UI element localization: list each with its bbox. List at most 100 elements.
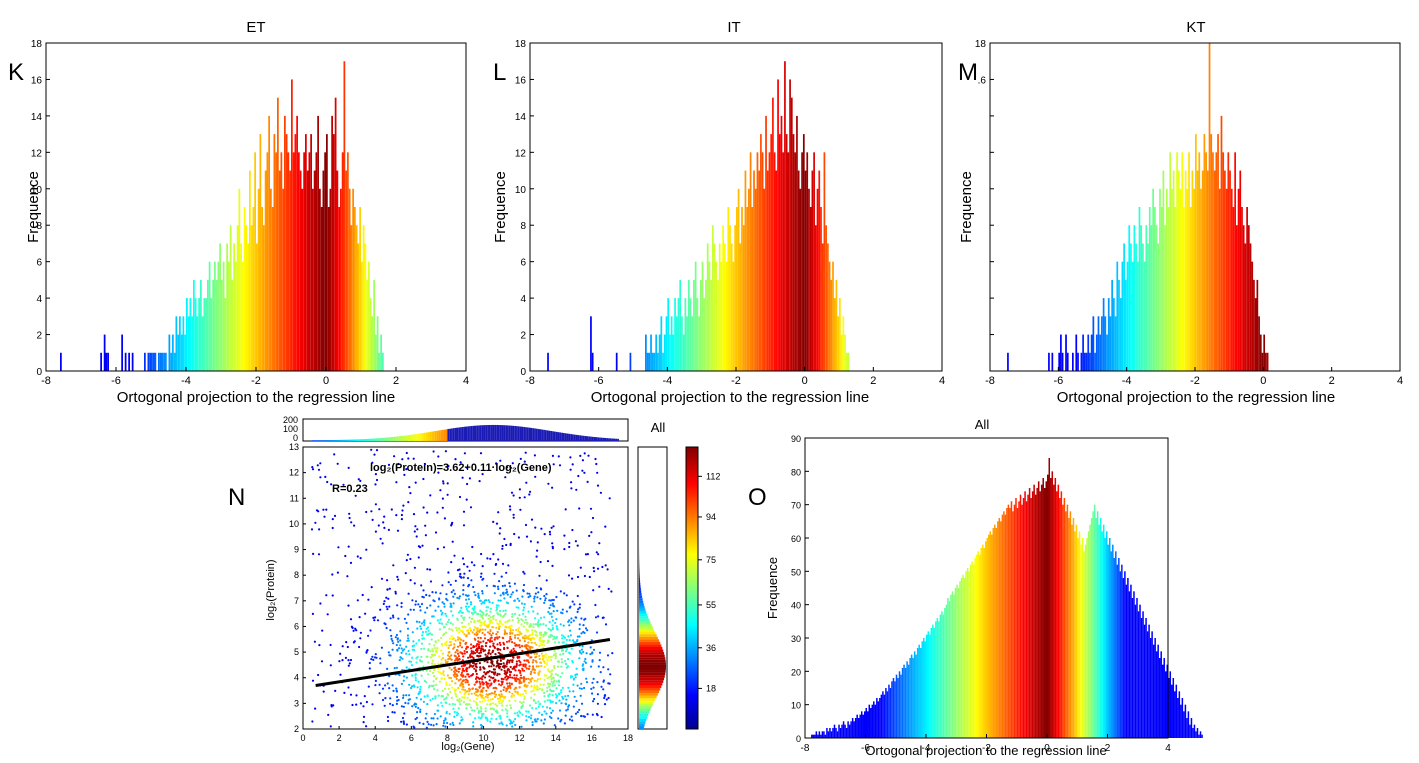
scatter-point-1859	[387, 528, 390, 532]
scatter-point-859	[499, 459, 502, 462]
scatter-point-1953	[555, 696, 558, 699]
scatter-point-2206	[488, 640, 492, 643]
bar-o-100	[962, 574, 964, 738]
scatter-point-519	[468, 627, 471, 630]
scatter-point-1861	[563, 592, 566, 595]
scatter-point-1177	[565, 648, 569, 651]
bar-l-145	[796, 115, 798, 371]
bar-o-159	[1051, 471, 1054, 738]
scatter-point-1113	[473, 652, 477, 655]
scatter-point-2360	[496, 711, 499, 714]
scatter-point-2399	[569, 605, 572, 608]
scatter-point-2070	[432, 450, 435, 453]
bar-l-163	[826, 243, 829, 371]
x-tick-label-k-0: -8	[41, 375, 51, 387]
scatter-point-1414	[513, 694, 516, 697]
scatter-point-608	[453, 643, 456, 646]
marginal-top-bar-151	[584, 436, 587, 441]
scatter-point-2517	[489, 637, 492, 640]
scatter-point-2182	[447, 618, 450, 621]
bar-o-164	[1059, 498, 1061, 738]
scatter-point-1044	[590, 687, 593, 691]
x-tick-label-l-1: -6	[594, 375, 604, 387]
bar-l-105	[727, 207, 730, 371]
bar-l-170	[839, 298, 841, 371]
scatter-point-2505	[451, 614, 454, 617]
scatter-point-2599	[519, 694, 522, 697]
bar-m-93	[1165, 188, 1168, 371]
scatter-point-2007	[531, 677, 534, 680]
marginal-top-bar-91	[476, 425, 479, 441]
bar-k-102	[238, 188, 241, 371]
bar-k-139	[303, 152, 305, 371]
marginal-top-bar-42	[387, 437, 390, 441]
scatter-point-2234	[333, 453, 336, 456]
scatter-point-1094	[552, 638, 555, 641]
scatter-point-2117	[448, 651, 451, 654]
bar-o-223	[1148, 624, 1150, 738]
scatter-point-2146	[576, 640, 579, 643]
bar-k-134	[294, 134, 297, 371]
scatter-point-1774	[453, 666, 456, 670]
scatter-point-1277	[429, 670, 432, 673]
scatter-point-2252	[506, 671, 509, 674]
marginal-right-bar-18	[639, 680, 664, 683]
scatter-point-1957	[523, 640, 526, 643]
scatter-point-1057	[453, 715, 456, 718]
scatter-point-2003	[342, 483, 345, 486]
scatter-point-293	[414, 705, 417, 708]
bar-k-65	[173, 352, 176, 371]
scatter-point-490	[388, 587, 391, 590]
scatter-point-1477	[513, 582, 517, 585]
scatter-point-346	[547, 610, 550, 614]
scatter-point-2581	[550, 678, 553, 681]
marginal-top-bar-48	[398, 436, 401, 441]
scatter-point-1254	[494, 653, 497, 656]
bar-o-181	[1084, 544, 1087, 738]
bar-o-102	[965, 571, 967, 738]
bar-o-43	[876, 698, 878, 738]
bar-o-50	[886, 691, 889, 738]
scatter-point-923	[407, 649, 410, 653]
scatter-point-1332	[552, 525, 555, 528]
scatter-point-1991	[534, 617, 537, 620]
scatter-point-190	[536, 541, 539, 544]
bar-o-119	[991, 534, 993, 738]
bar-o-111	[978, 554, 981, 738]
scatter-point-958	[462, 664, 465, 667]
bar-l-99	[717, 279, 719, 371]
scatter-point-2456	[474, 717, 477, 720]
scatter-point-911	[510, 682, 513, 685]
scatter-point-1718	[502, 591, 505, 594]
scatter-point-1321	[479, 624, 482, 627]
scatter-point-1476	[442, 546, 446, 549]
scatter-point-1605	[465, 650, 469, 654]
scatter-point-2534	[422, 637, 425, 640]
scatter-point-1917	[480, 707, 483, 710]
scatter-point-2091	[467, 622, 470, 626]
scatter-point-2293	[578, 708, 581, 712]
bar-o-97	[957, 588, 960, 738]
scatter-point-1465	[531, 723, 534, 727]
marginal-right-bar-6	[639, 711, 650, 714]
marginal-top-bar-124	[535, 428, 538, 441]
x-tick-label-l-0: -8	[525, 375, 535, 387]
scatter-point-1597	[422, 722, 425, 726]
scatter-point-1815	[503, 669, 506, 672]
scatter-point-1354	[511, 613, 514, 616]
bar-o-168	[1065, 511, 1067, 738]
scatter-point-1006	[484, 628, 487, 631]
scatter-point-1410	[454, 703, 457, 706]
scatter-point-2564	[486, 625, 489, 628]
scatter-point-1846	[499, 643, 502, 647]
scatter-point-1828	[524, 451, 527, 454]
scatter-point-1671	[567, 704, 571, 707]
scatter-point-999	[495, 562, 498, 566]
scatter-point-1234	[537, 625, 540, 628]
marginal-top-bar-145	[573, 434, 576, 441]
marginal-top-bar-168	[615, 438, 618, 441]
bar-o-77	[927, 631, 930, 738]
scatter-point-35	[540, 527, 543, 530]
